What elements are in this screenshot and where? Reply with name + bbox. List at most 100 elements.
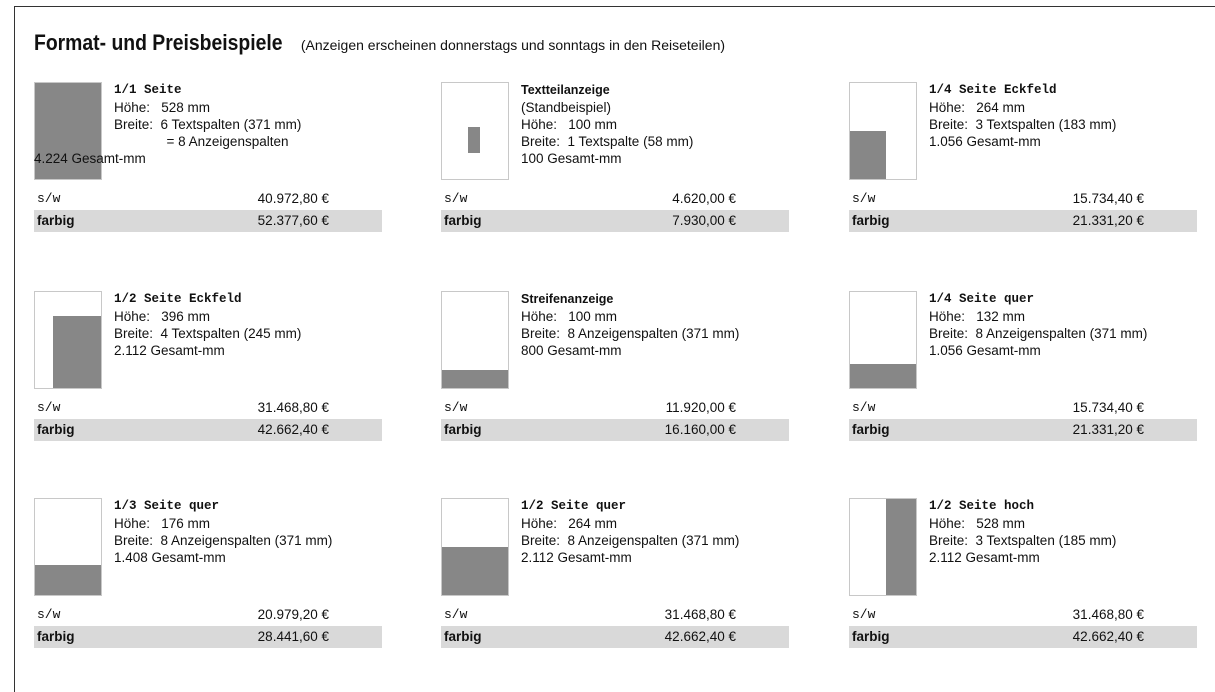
price-label-bw: s/w [852,400,876,415]
price-label-color: farbig [444,213,482,228]
page-frame [14,6,1215,692]
ad-detail-line: Breite: 3 Textspalten (183 mm) [929,117,1117,132]
format-thumbnail [849,498,917,596]
price-label-bw: s/w [444,400,468,415]
price-label-bw: s/w [37,400,61,415]
price-value-color: 42.662,40 € [257,422,329,437]
ad-detail-line: 1.408 Gesamt-mm [114,550,226,565]
ad-card-third-landscape: 1/3 Seite quer Höhe: 176 mm Breite: 8 An… [34,498,382,648]
ad-details: 1/4 Seite quer Höhe: 132 mm Breite: 8 An… [929,291,1147,359]
format-thumbnail [34,291,102,389]
format-fill [886,499,916,595]
ad-details: 1/2 Seite Eckfeld Höhe: 396 mm Breite: 4… [114,291,301,359]
price-value-bw: 11.920,00 € [665,400,736,415]
ad-detail-line: Höhe: 264 mm [521,516,618,531]
ad-details: 1/2 Seite quer Höhe: 264 mm Breite: 8 An… [521,498,739,566]
price-label-color: farbig [444,629,482,644]
ad-detail-line: 800 Gesamt-mm [521,343,622,358]
price-value-color: 16.160,00 € [664,422,736,437]
ad-detail-line: Höhe: 528 mm [929,516,1026,531]
ad-detail-line: = 8 Anzeigenspalten [114,134,289,149]
format-thumbnail [34,498,102,596]
price-label-color: farbig [37,422,75,437]
price-value-bw: 40.972,80 € [257,191,329,206]
ad-title: 1/2 Seite hoch [929,499,1035,513]
price-row-bw: s/w 20.979,20 € [34,604,382,626]
price-label-bw: s/w [444,607,468,622]
price-row-bw: s/w 31.468,80 € [441,604,789,626]
ad-detail-line: Breite: 1 Textspalte (58 mm) [521,134,694,149]
ad-detail-line: 100 Gesamt-mm [521,151,622,166]
ad-detail-line: Breite: 8 Anzeigenspalten (371 mm) [929,326,1148,341]
price-label-color: farbig [444,422,482,437]
format-fill [53,316,101,388]
ad-detail-line: 4.224 Gesamt-mm [34,151,146,166]
ad-detail-line: 1.056 Gesamt-mm [929,343,1041,358]
price-row-bw: s/w 11.920,00 € [441,397,789,419]
ad-detail-line: 1.056 Gesamt-mm [929,134,1041,149]
ad-title: 1/3 Seite quer [114,499,220,513]
title-main: Format- und Preisbeispiele [34,30,283,55]
ad-card-half-corner: 1/2 Seite Eckfeld Höhe: 396 mm Breite: 4… [34,291,382,441]
ad-details: 1/2 Seite hoch Höhe: 528 mm Breite: 3 Te… [929,498,1116,566]
price-row-color: farbig 16.160,00 € [441,419,789,441]
price-value-bw: 31.468,80 € [257,400,329,415]
ad-detail-line: Höhe: 132 mm [929,309,1026,324]
ad-title: 1/2 Seite quer [521,499,627,513]
price-row-bw: s/w 31.468,80 € [34,397,382,419]
price-label-color: farbig [852,629,890,644]
price-row-bw: s/w 15.734,40 € [849,188,1197,210]
ad-details: 1/1 Seite Höhe: 528 mm Breite: 6 Textspa… [34,82,301,167]
ad-details: 1/3 Seite quer Höhe: 176 mm Breite: 8 An… [114,498,332,566]
title-subtitle: (Anzeigen erscheinen donnerstags und son… [300,37,726,53]
price-row-color: farbig 28.441,60 € [34,626,382,648]
ad-detail-line: Breite: 3 Textspalten (185 mm) [929,533,1117,548]
price-row-color: farbig 42.662,40 € [441,626,789,648]
price-row-bw: s/w 15.734,40 € [849,397,1197,419]
ad-title: Textteilanzeige [521,83,610,97]
format-thumbnail [34,82,102,180]
format-thumbnail [849,291,917,389]
ad-card-half-portrait: 1/2 Seite hoch Höhe: 528 mm Breite: 3 Te… [849,498,1197,648]
price-value-color: 42.662,40 € [1072,629,1144,644]
price-value-bw: 4.620,00 € [672,191,736,206]
ad-detail-line: Höhe: 396 mm [114,309,211,324]
price-value-color: 28.441,60 € [257,629,329,644]
format-fill [850,131,886,179]
price-value-bw: 15.734,40 € [1072,191,1144,206]
price-row-bw: s/w 4.620,00 € [441,188,789,210]
price-value-color: 52.377,60 € [257,213,329,228]
ad-detail-line: Höhe: 528 mm [114,100,211,115]
format-thumbnail [849,82,917,180]
ad-card-half-landscape: 1/2 Seite quer Höhe: 264 mm Breite: 8 An… [441,498,789,648]
format-thumbnail [441,82,509,180]
ad-detail-line: 2.112 Gesamt-mm [929,550,1040,565]
ad-details: Textteilanzeige (Standbeispiel) Höhe: 10… [521,82,693,167]
price-label-color: farbig [852,422,890,437]
ad-detail-line: Höhe: 176 mm [114,516,211,531]
format-fill [468,127,480,153]
price-label-bw: s/w [444,191,468,206]
price-label-bw: s/w [852,191,876,206]
ad-title: 1/4 Seite quer [929,292,1035,306]
format-fill [35,565,101,595]
ad-detail-line: Breite: 8 Anzeigenspalten (371 mm) [114,533,333,548]
price-value-color: 21.331,20 € [1072,422,1144,437]
ad-detail-line: (Standbeispiel) [521,100,612,115]
price-value-color: 21.331,20 € [1072,213,1144,228]
price-label-bw: s/w [37,607,61,622]
ad-detail-line: 2.112 Gesamt-mm [114,343,225,358]
price-value-bw: 20.979,20 € [257,607,329,622]
ad-detail-line: Höhe: 100 mm [521,117,618,132]
ad-card-full-page: 1/1 Seite Höhe: 528 mm Breite: 6 Textspa… [34,82,382,232]
price-label-bw: s/w [852,607,876,622]
price-label-color: farbig [852,213,890,228]
ad-detail-line: Breite: 8 Anzeigenspalten (371 mm) [521,326,740,341]
ad-title: Streifenanzeige [521,292,614,306]
format-fill [442,370,508,388]
price-row-color: farbig 52.377,60 € [34,210,382,232]
ad-card-strip: Streifenanzeige Höhe: 100 mm Breite: 8 A… [441,291,789,441]
format-fill [442,547,508,595]
format-fill [850,364,916,388]
price-label-color: farbig [37,629,75,644]
